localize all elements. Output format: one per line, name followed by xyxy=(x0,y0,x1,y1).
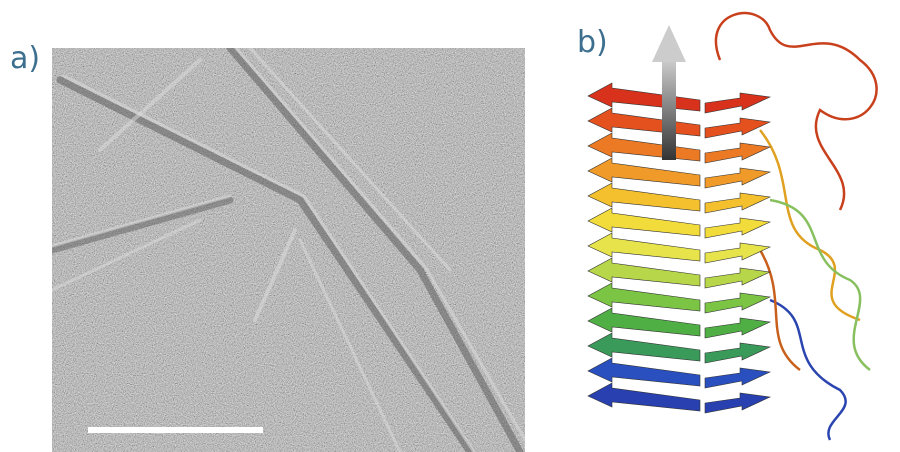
beta-strand xyxy=(588,108,700,136)
beta-strand xyxy=(705,93,770,113)
beta-strand xyxy=(705,168,770,188)
beta-strand xyxy=(588,383,700,411)
axis-arrow xyxy=(652,25,686,160)
beta-strand xyxy=(588,258,700,286)
arrow-head xyxy=(652,25,686,62)
beta-strand xyxy=(588,308,700,336)
beta-strand xyxy=(705,218,770,238)
arrow-shaft xyxy=(662,60,676,160)
beta-strand xyxy=(588,208,700,236)
beta-strand xyxy=(705,143,770,163)
panel-label: b) xyxy=(577,25,608,60)
beta-strand xyxy=(705,268,770,288)
beta-strand xyxy=(588,283,700,311)
beta-strand xyxy=(705,368,770,388)
loop xyxy=(770,200,870,370)
beta-strand xyxy=(705,393,770,413)
protein-structure xyxy=(588,13,877,440)
beta-strand xyxy=(705,193,770,213)
beta-strand xyxy=(705,118,770,138)
beta-strand xyxy=(705,343,770,363)
beta-strand xyxy=(588,183,700,211)
beta-strand xyxy=(588,158,700,186)
panel-label: a) xyxy=(10,41,40,76)
loop xyxy=(760,250,800,370)
beta-strand xyxy=(705,318,770,338)
beta-strand xyxy=(588,358,700,386)
micrograph xyxy=(52,48,525,452)
figure: a) b) xyxy=(0,0,900,452)
scale-bar xyxy=(88,427,263,433)
beta-strand xyxy=(705,293,770,313)
beta-strand xyxy=(588,233,700,261)
loop xyxy=(770,300,846,440)
beta-strand xyxy=(588,333,700,361)
beta-strand xyxy=(588,133,700,161)
beta-strand xyxy=(705,243,770,263)
beta-strand xyxy=(588,83,700,111)
